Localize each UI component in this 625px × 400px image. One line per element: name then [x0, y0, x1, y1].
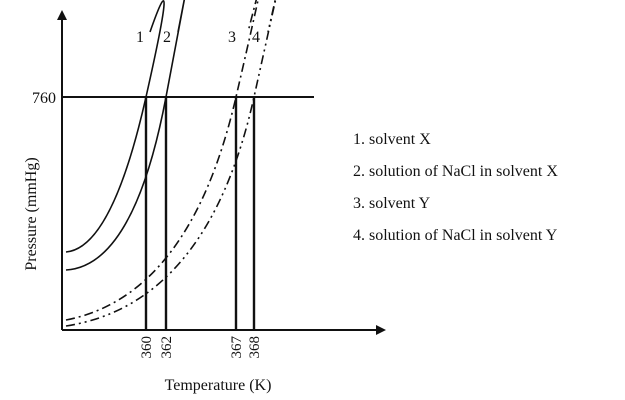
legend-item-solvent-x: 1. solvent X	[353, 131, 431, 148]
curve-4	[65, 0, 277, 327]
boiling-point-lines	[144, 97, 256, 330]
legend-item-nacl-in-solvent-y: 4. solution of NaCl in solvent Y	[353, 227, 558, 244]
curve-1	[65, 0, 165, 253]
curve-label-2: 2	[163, 29, 171, 46]
legend: 1. solvent X 2. solution of NaCl in solv…	[353, 130, 621, 258]
curve-3	[65, 0, 259, 321]
curve-group	[65, 0, 277, 327]
x-axis-label: Temperature (K)	[165, 377, 272, 394]
x-tick-labels: 360 362 367 368	[139, 336, 263, 359]
x-tick-362: 362	[159, 336, 175, 359]
legend-item-nacl-in-solvent-x: 2. solution of NaCl in solvent X	[353, 163, 558, 180]
y-axis-label: Pressure (mmHg)	[23, 157, 40, 270]
curve-label-3: 3	[228, 29, 236, 46]
y-reference-label: 760	[32, 90, 56, 107]
x-tick-368: 368	[247, 336, 263, 359]
curve-label-4: 4	[252, 29, 260, 46]
legend-item-solvent-y: 3. solvent Y	[353, 195, 431, 212]
x-tick-367: 367	[229, 336, 245, 359]
x-tick-360: 360	[139, 336, 155, 359]
curve-label-1: 1	[136, 29, 144, 46]
